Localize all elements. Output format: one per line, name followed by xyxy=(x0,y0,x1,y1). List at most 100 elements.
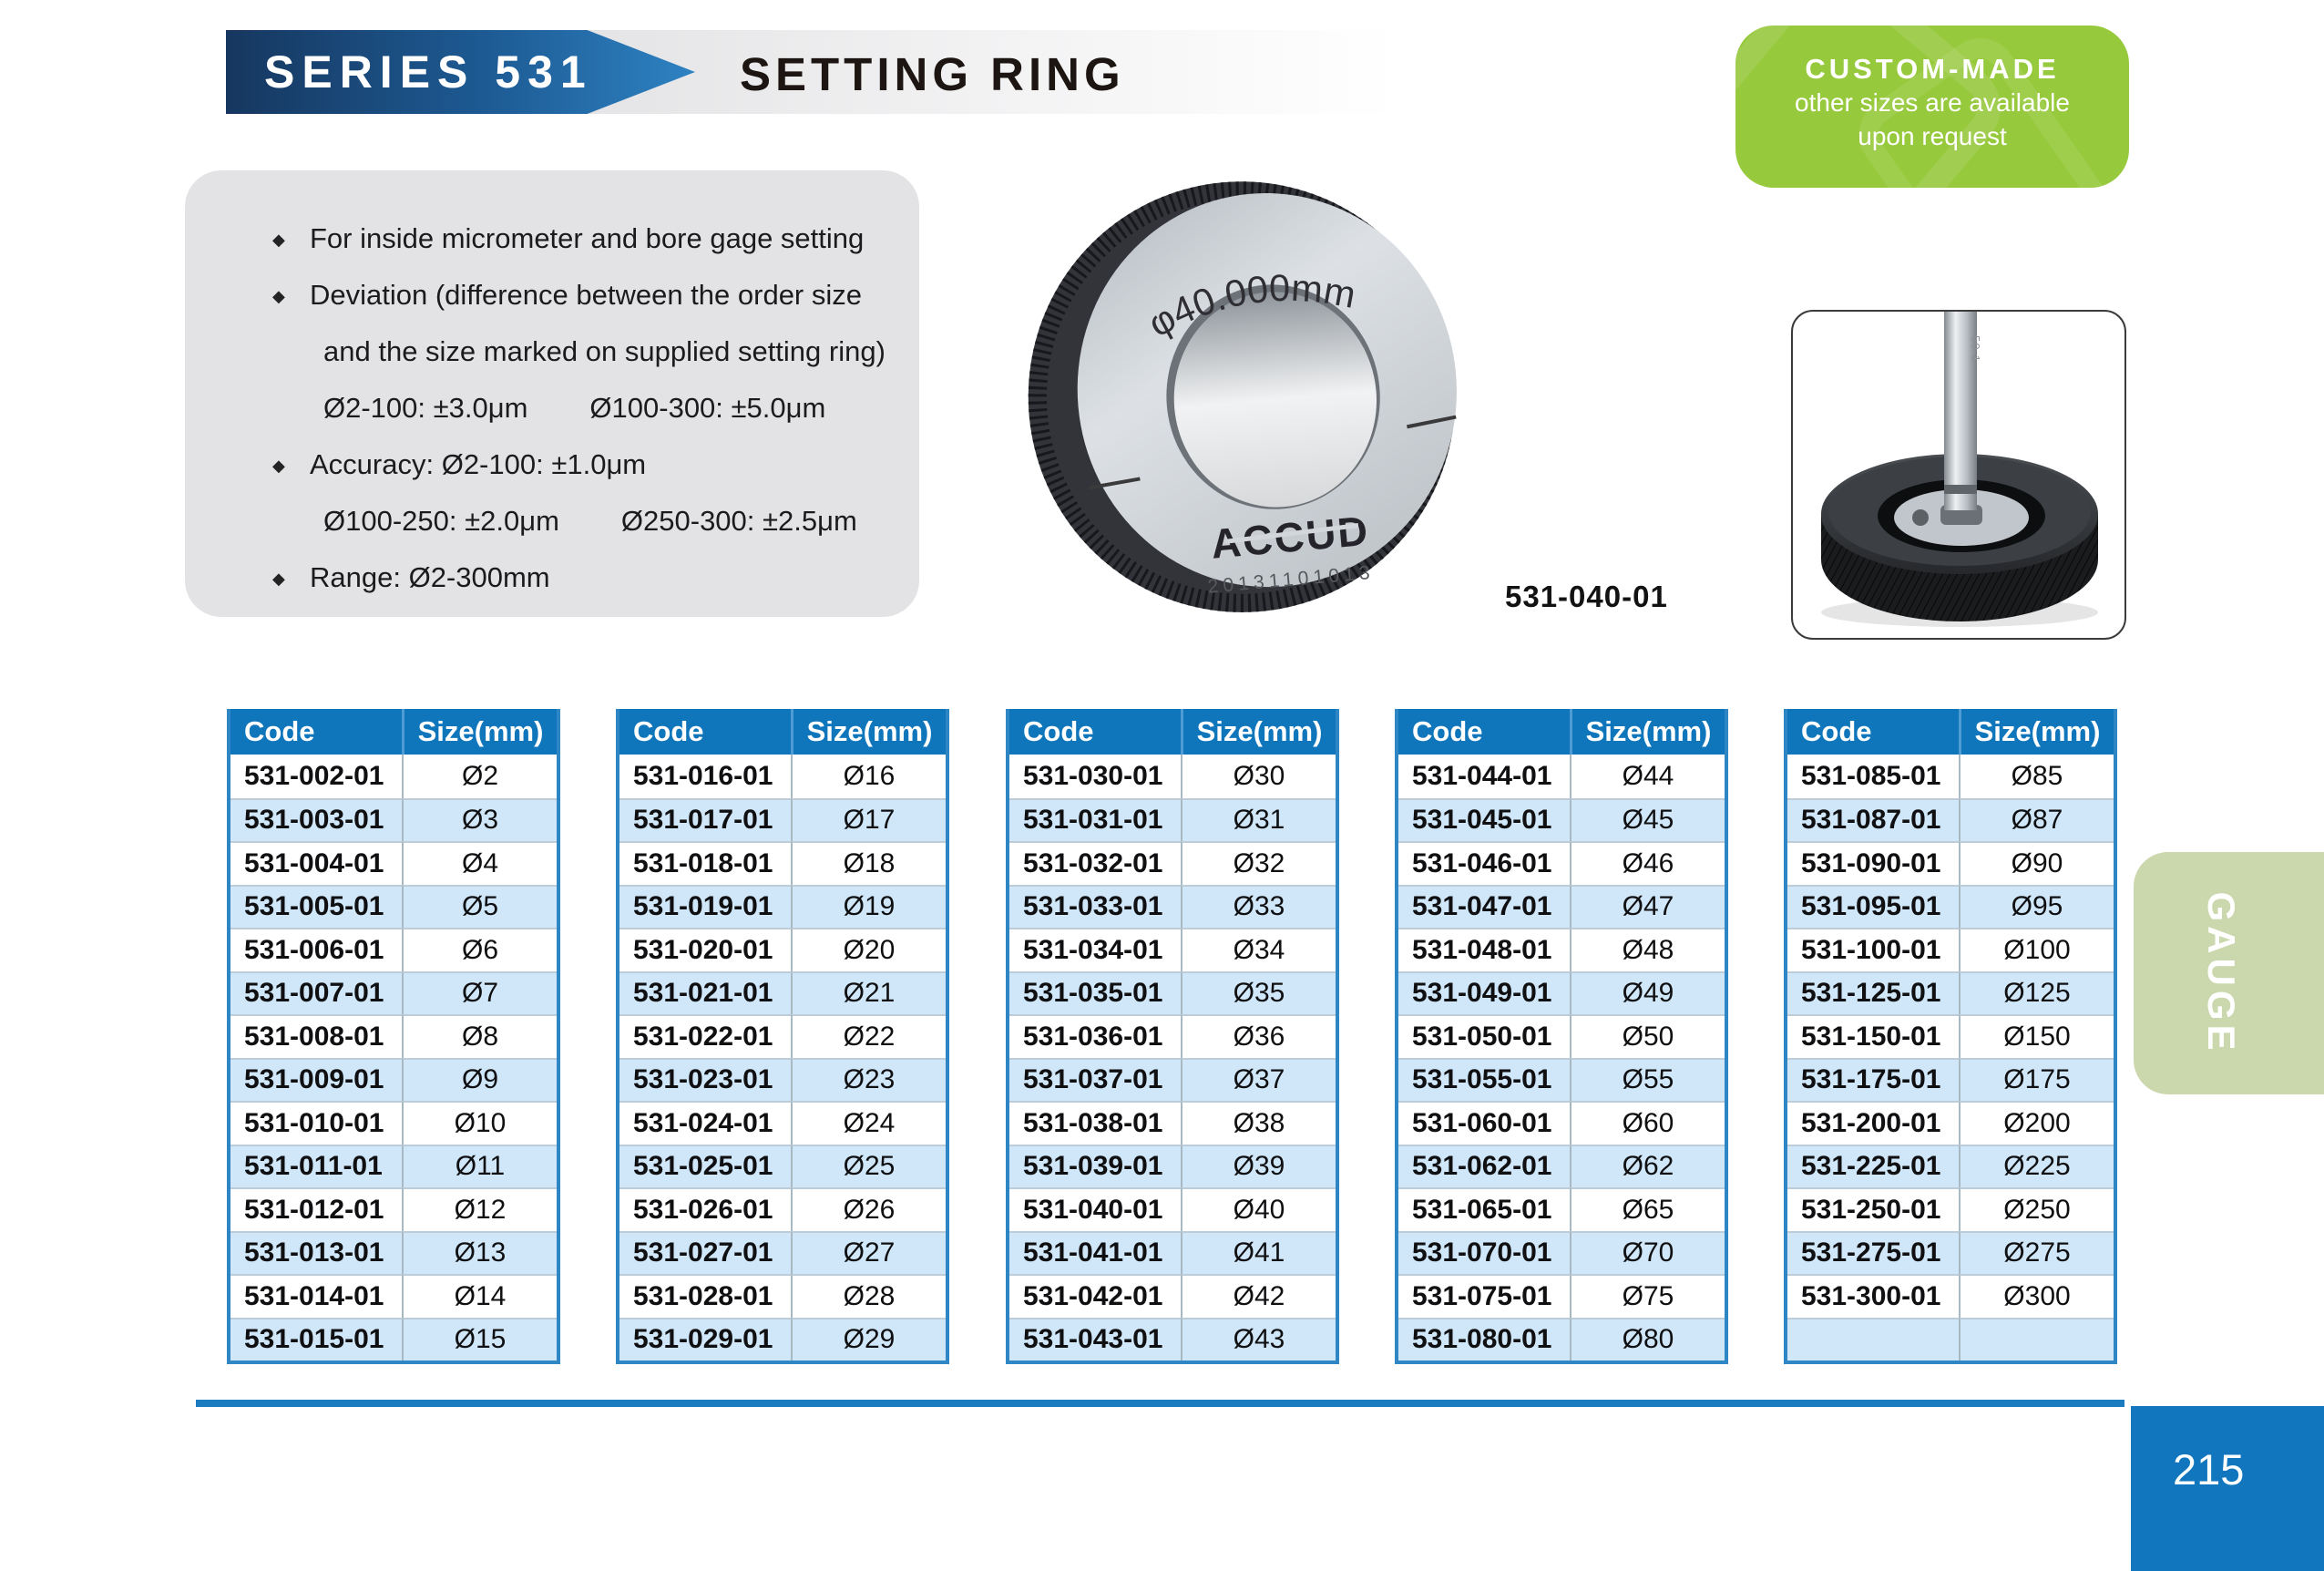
size-cell: Ø38 xyxy=(1181,1101,1336,1145)
size-cell: Ø225 xyxy=(1959,1144,2114,1187)
table-row: 531-028-01 Ø28 xyxy=(619,1274,946,1318)
code-cell: 531-175-01 xyxy=(1787,1057,1959,1101)
code-cell: 531-275-01 xyxy=(1787,1230,1959,1274)
code-cell: 531-032-01 xyxy=(1009,841,1181,885)
size-cell: Ø250 xyxy=(1959,1187,2114,1231)
table-row: 531-050-01 Ø50 xyxy=(1398,1014,1725,1058)
code-cell: 531-029-01 xyxy=(619,1317,791,1361)
table-row: 531-024-01 Ø24 xyxy=(619,1101,946,1145)
size-cell: Ø6 xyxy=(402,928,557,971)
size-cell: Ø17 xyxy=(791,797,946,841)
column-header-code: Code xyxy=(1009,709,1181,755)
code-cell: 531-030-01 xyxy=(1009,755,1181,798)
feature-line: Ø100-250: ±2.0μm Ø250-300: ±2.5μm xyxy=(185,493,919,549)
code-cell: 531-004-01 xyxy=(230,841,402,885)
code-cell: 531-050-01 xyxy=(1398,1014,1570,1058)
table-row: 531-004-01 Ø4 xyxy=(230,841,557,885)
code-cell: 531-010-01 xyxy=(230,1101,402,1145)
code-cell: 531-300-01 xyxy=(1787,1274,1959,1318)
size-cell: Ø32 xyxy=(1181,841,1336,885)
feature-text: Ø250-300: ±2.5μm xyxy=(620,505,857,537)
size-cell: Ø3 xyxy=(402,797,557,841)
table-row: 531-095-01 Ø95 xyxy=(1787,884,2114,928)
feature-text: Ø2-100: ±3.0μm xyxy=(323,392,528,424)
table-row: 531-049-01 Ø49 xyxy=(1398,970,1725,1014)
code-cell: 531-125-01 xyxy=(1787,970,1959,1014)
size-cell: Ø16 xyxy=(791,755,946,798)
table-row: 531-022-01 Ø22 xyxy=(619,1014,946,1058)
code-cell: 531-039-01 xyxy=(1009,1144,1181,1187)
size-cell: Ø23 xyxy=(791,1057,946,1101)
setting-ring-photo: φ40.000mm ACCUD 20131101013 xyxy=(1028,181,1457,612)
size-cell: Ø48 xyxy=(1570,928,1725,971)
feature-text: Ø100-250: ±2.0μm xyxy=(323,505,559,537)
table-row: 531-070-01 Ø70 xyxy=(1398,1230,1725,1274)
size-cell: Ø175 xyxy=(1959,1057,2114,1101)
code-cell: 531-024-01 xyxy=(619,1101,791,1145)
column-header-size: Size(mm) xyxy=(1181,709,1336,755)
code-cell: 531-055-01 xyxy=(1398,1057,1570,1101)
code-cell: 531-013-01 xyxy=(230,1230,402,1274)
table-row: 531-250-01 Ø250 xyxy=(1787,1187,2114,1231)
code-cell: 531-006-01 xyxy=(230,928,402,971)
code-cell: 531-043-01 xyxy=(1009,1317,1181,1361)
table-row: 531-017-01 Ø17 xyxy=(619,797,946,841)
table-row: 531-037-01 Ø37 xyxy=(1009,1057,1336,1101)
feature-line: Ø2-100: ±3.0μm Ø100-300: ±5.0μm xyxy=(185,380,919,436)
micrometer-photo: 50-1 xyxy=(1821,312,2098,627)
code-cell: 531-049-01 xyxy=(1398,970,1570,1014)
size-cell: Ø300 xyxy=(1959,1274,2114,1318)
column-header-size: Size(mm) xyxy=(1570,709,1725,755)
size-cell: Ø34 xyxy=(1181,928,1336,971)
table-row: 531-038-01 Ø38 xyxy=(1009,1101,1336,1145)
code-cell: 531-019-01 xyxy=(619,884,791,928)
table-row: 531-016-01 Ø16 xyxy=(619,755,946,798)
table-row: 531-023-01 Ø23 xyxy=(619,1057,946,1101)
table-row: 531-041-01 Ø41 xyxy=(1009,1230,1336,1274)
size-cell: Ø125 xyxy=(1959,970,2114,1014)
code-cell: 531-028-01 xyxy=(619,1274,791,1318)
size-cell: Ø2 xyxy=(402,755,557,798)
table-row: 531-075-01 Ø75 xyxy=(1398,1274,1725,1318)
table-row: 531-003-01 Ø3 xyxy=(230,797,557,841)
code-cell: 531-044-01 xyxy=(1398,755,1570,798)
table-row: 531-008-01 Ø8 xyxy=(230,1014,557,1058)
table-row: 531-036-01 Ø36 xyxy=(1009,1014,1336,1058)
size-cell: Ø19 xyxy=(791,884,946,928)
size-cell: Ø15 xyxy=(402,1317,557,1361)
code-cell xyxy=(1787,1317,1959,1361)
gauge-tab-label: GAUGE xyxy=(2200,891,2243,1055)
size-cell: Ø46 xyxy=(1570,841,1725,885)
size-cell: Ø21 xyxy=(791,970,946,1014)
size-cell: Ø8 xyxy=(402,1014,557,1058)
size-table-4: Code Size(mm) 531-044-01 Ø44 531-045-01 Ø45 53… xyxy=(1395,709,1728,1364)
size-cell: Ø29 xyxy=(791,1317,946,1361)
size-cell: Ø90 xyxy=(1959,841,2114,885)
feature-line: Accuracy: Ø2-100: ±1.0μm xyxy=(185,436,919,494)
table-row: 531-005-01 Ø5 xyxy=(230,884,557,928)
code-cell: 531-026-01 xyxy=(619,1187,791,1231)
column-header-code: Code xyxy=(1398,709,1570,755)
size-cell: Ø39 xyxy=(1181,1144,1336,1187)
size-cell: Ø30 xyxy=(1181,755,1336,798)
column-header-size: Size(mm) xyxy=(402,709,557,755)
code-cell: 531-047-01 xyxy=(1398,884,1570,928)
size-cell: Ø70 xyxy=(1570,1230,1725,1274)
size-cell: Ø200 xyxy=(1959,1101,2114,1145)
code-cell: 531-062-01 xyxy=(1398,1144,1570,1187)
code-cell: 531-100-01 xyxy=(1787,928,1959,971)
code-cell: 531-095-01 xyxy=(1787,884,1959,928)
badge-line: upon request xyxy=(1858,122,2007,150)
table-row: 531-046-01 Ø46 xyxy=(1398,841,1725,885)
size-cell: Ø43 xyxy=(1181,1317,1336,1361)
table-row: 531-018-01 Ø18 xyxy=(619,841,946,885)
table-row: 531-025-01 Ø25 xyxy=(619,1144,946,1187)
table-row: 531-032-01 Ø32 xyxy=(1009,841,1336,885)
micrometer-photo-frame: 50-1 xyxy=(1791,310,2126,640)
column-header-size: Size(mm) xyxy=(1959,709,2114,755)
table-row: 531-043-01 Ø43 xyxy=(1009,1317,1336,1361)
code-cell: 531-090-01 xyxy=(1787,841,1959,885)
size-cell: Ø95 xyxy=(1959,884,2114,928)
column-header-size: Size(mm) xyxy=(791,709,946,755)
table-row: 531-040-01 Ø40 xyxy=(1009,1187,1336,1231)
